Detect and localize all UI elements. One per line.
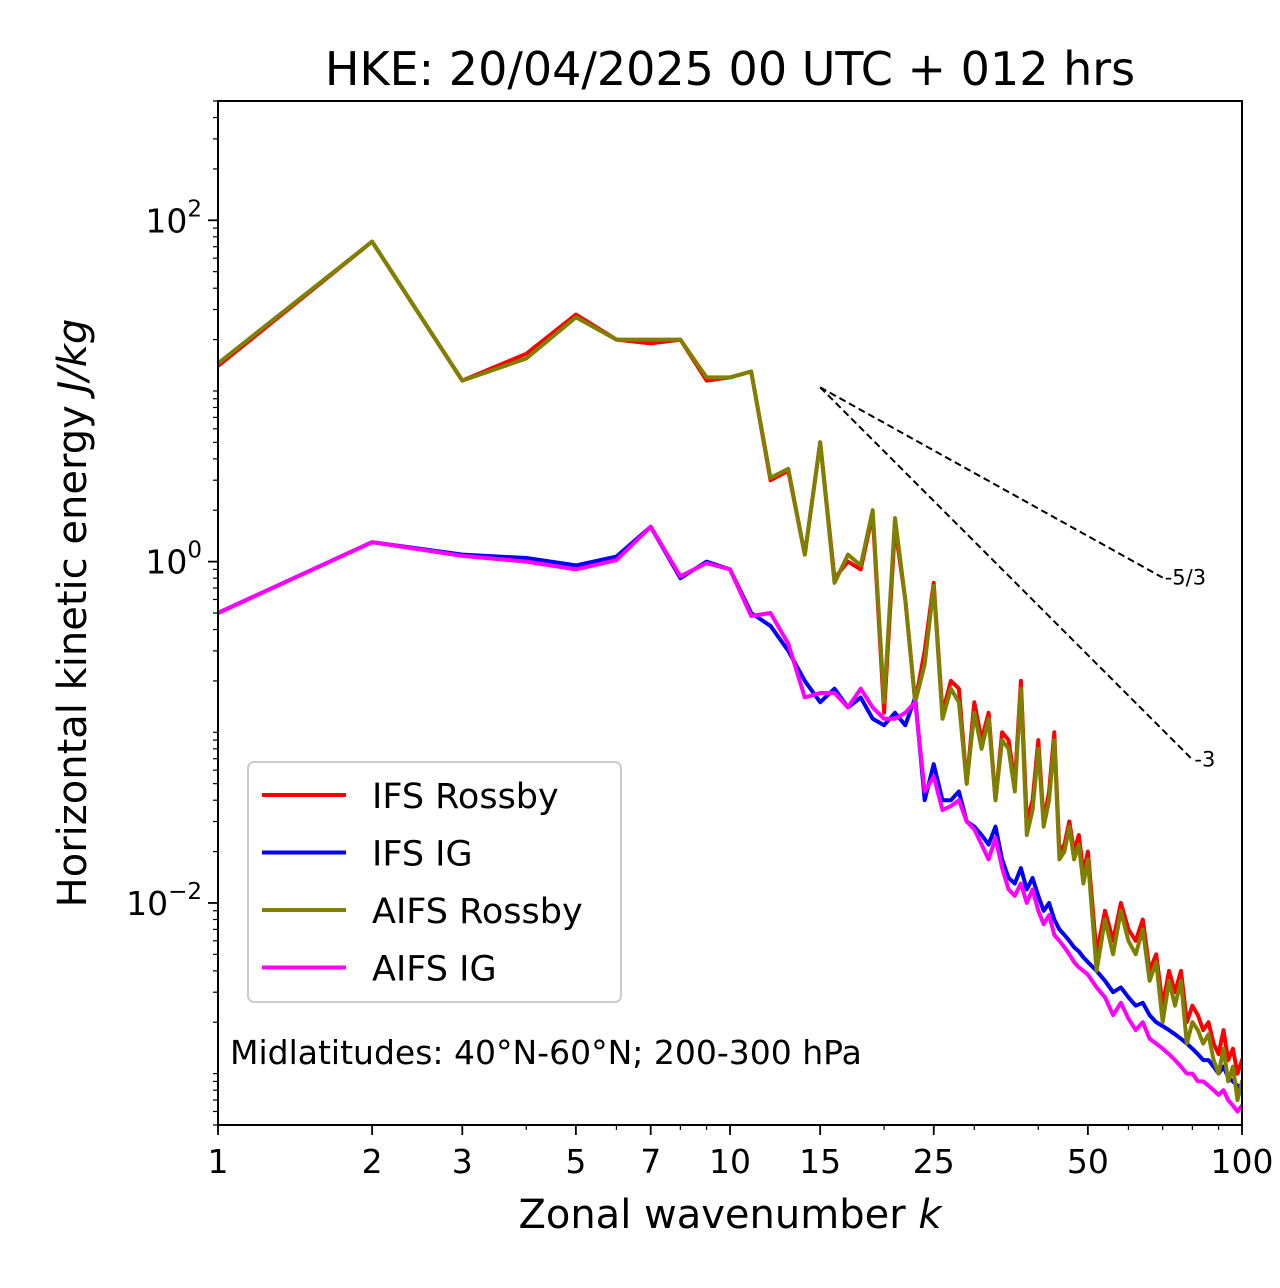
x-tick-label: 2: [362, 1142, 383, 1181]
x-tick-label: 50: [1067, 1142, 1109, 1181]
x-tick-label: 1: [208, 1142, 229, 1181]
region-annotation: Midlatitudes: 40°N-60°N; 200-300 hPa: [230, 1033, 862, 1072]
x-tick-label: 25: [913, 1142, 955, 1181]
reference-line-label: -3: [1194, 748, 1215, 772]
y-tick-label: 10−2: [126, 879, 202, 923]
x-tick-label: 10: [709, 1142, 751, 1181]
reference-line-label: -5/3: [1165, 566, 1206, 590]
y-axis-label: Horizontal kinetic energy J/kg: [50, 319, 96, 908]
x-tick-label: 15: [799, 1142, 841, 1181]
x-tick-label: 3: [452, 1142, 473, 1181]
legend-frame: [247, 761, 622, 1003]
x-tick-label: 7: [640, 1142, 661, 1181]
y-axis-label-text: Horizontal kinetic energy: [50, 405, 96, 907]
x-tick-label: 5: [565, 1142, 586, 1181]
legend-entry-label: IFS IG: [372, 835, 473, 875]
x-axis-label-text: Zonal wavenumber: [518, 1192, 906, 1238]
x-tick-label: 100: [1211, 1142, 1274, 1181]
legend-entry-label: AIFS IG: [372, 950, 497, 990]
x-axis-label: Zonal wavenumber k: [518, 1192, 943, 1238]
y-tick-label: 102: [145, 196, 202, 240]
series-line-aifs-rossby: [218, 239, 1242, 1103]
chart-title: HKE: 20/04/2025 00 UTC + 012 hrs: [325, 42, 1135, 96]
legend: IFS Rossby IFS IG AIFS Rossby AIFS IG: [247, 761, 622, 1003]
legend-entry-label: AIFS Rossby: [372, 892, 583, 932]
legend-entry-label: IFS Rossby: [372, 777, 559, 817]
plot-series-layer: [218, 239, 1242, 1114]
y-axis: 102 100 10−2: [126, 100, 218, 1126]
series-line-aifs-ig: [218, 524, 1242, 1114]
x-axis: 1 2 3 5 7 10 15 25 50 100: [208, 1125, 1274, 1181]
y-tick-label: 100: [145, 538, 202, 582]
y-axis-label-unit: J/kg: [50, 319, 96, 400]
reference-slope-lines: -5/3 -3: [819, 386, 1215, 772]
x-axis-label-variable: k: [918, 1192, 943, 1238]
